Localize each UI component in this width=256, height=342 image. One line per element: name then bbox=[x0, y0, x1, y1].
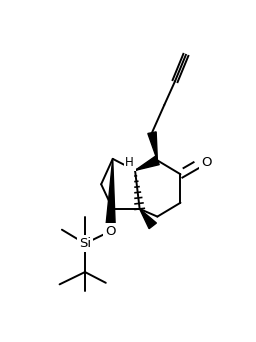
Polygon shape bbox=[135, 156, 159, 170]
Text: H: H bbox=[125, 156, 134, 169]
Text: O: O bbox=[105, 225, 116, 238]
Text: O: O bbox=[201, 156, 212, 169]
Polygon shape bbox=[105, 159, 115, 232]
Polygon shape bbox=[148, 132, 157, 160]
Polygon shape bbox=[140, 209, 156, 229]
Text: Si: Si bbox=[79, 237, 91, 250]
